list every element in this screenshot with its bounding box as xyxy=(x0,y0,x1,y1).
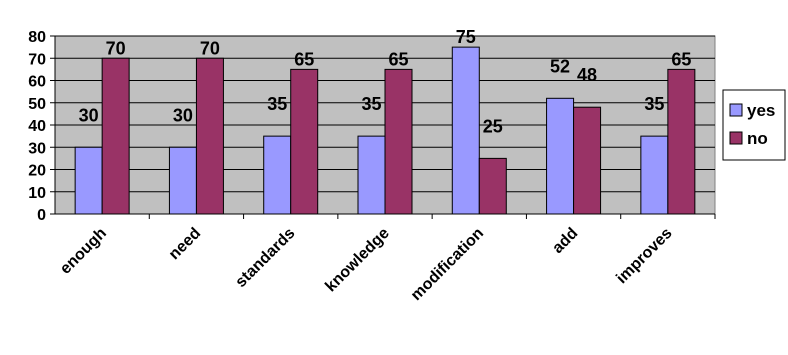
x-tick-label: improves xyxy=(613,225,675,287)
data-label-no: 65 xyxy=(388,49,408,69)
legend-box xyxy=(722,89,786,161)
bar-no xyxy=(478,157,507,215)
bar-no xyxy=(195,57,224,215)
bar-no xyxy=(101,57,130,215)
bar-yes xyxy=(640,135,669,215)
bar-no xyxy=(667,68,696,215)
y-tick-label: 20 xyxy=(28,163,46,180)
y-tick-label: 0 xyxy=(37,207,46,224)
bar-yes xyxy=(74,146,103,215)
data-label-no: 25 xyxy=(483,116,503,136)
bar-no xyxy=(573,106,602,215)
y-tick-label: 60 xyxy=(28,74,46,91)
data-label-yes: 35 xyxy=(267,94,287,114)
x-tick-label: knowledge xyxy=(322,225,393,296)
data-label-yes: 30 xyxy=(79,105,99,125)
data-label-no: 70 xyxy=(200,38,220,58)
plot-area: 0 10 20 30 40 50 60 70 80 30 70 enough 30 70 need 35 65 s… xyxy=(28,27,716,304)
data-label-no: 48 xyxy=(577,65,597,85)
bar-no xyxy=(384,68,413,215)
data-label-yes: 75 xyxy=(456,27,476,47)
bar-yes xyxy=(357,135,386,215)
bar-yes xyxy=(263,135,292,215)
x-tick-label: standards xyxy=(232,225,298,291)
x-tick-label: enough xyxy=(57,225,110,278)
y-tick-label: 30 xyxy=(28,140,46,157)
data-label-no: 65 xyxy=(294,49,314,69)
bar-yes xyxy=(168,146,197,215)
bar-no xyxy=(290,68,319,215)
data-label-yes: 30 xyxy=(173,105,193,125)
bar-yes xyxy=(546,97,575,215)
x-tick-label: modification xyxy=(408,225,487,304)
legend-label-yes: yes xyxy=(747,101,775,120)
y-tick-label: 10 xyxy=(28,185,46,202)
x-tick-label: add xyxy=(549,225,581,257)
data-label-no: 70 xyxy=(106,38,126,58)
legend-swatch-no xyxy=(729,131,743,145)
y-tick-label: 40 xyxy=(28,118,46,135)
data-label-yes: 52 xyxy=(550,56,570,76)
y-tick-label: 50 xyxy=(28,96,46,113)
data-label-yes: 35 xyxy=(361,94,381,114)
legend: yes no xyxy=(722,89,786,161)
data-label-yes: 35 xyxy=(644,94,664,114)
y-tick-label: 70 xyxy=(28,51,46,68)
legend-label-no: no xyxy=(747,129,768,148)
data-label-no: 65 xyxy=(671,49,691,69)
x-tick-label: need xyxy=(166,225,204,263)
legend-swatch-yes xyxy=(729,103,743,117)
bar-yes xyxy=(451,46,480,215)
y-tick-label: 80 xyxy=(28,29,46,46)
